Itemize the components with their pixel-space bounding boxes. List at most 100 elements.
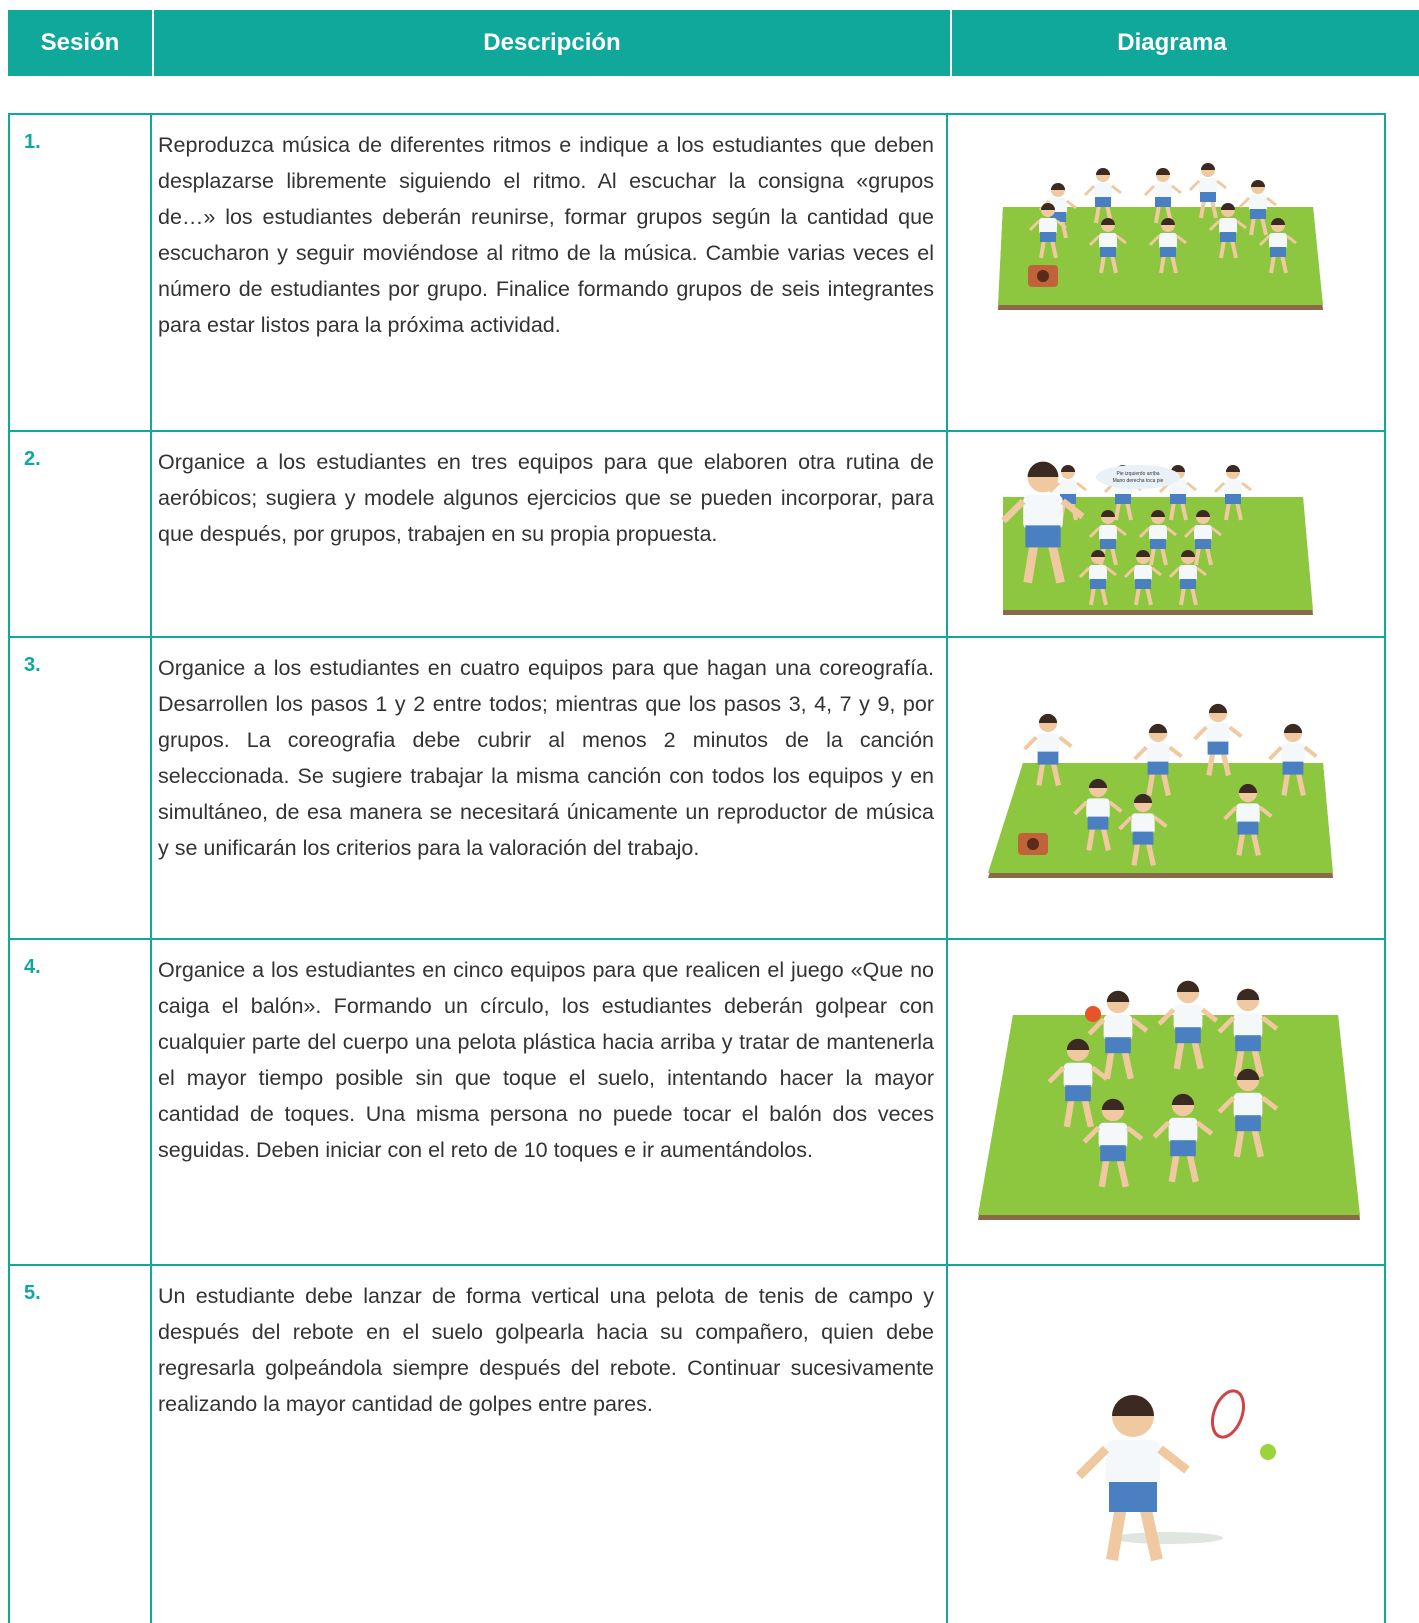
table-row: 1. Reproduzca música de diferentes ritmos… bbox=[10, 113, 1384, 430]
shape bbox=[1098, 1122, 1128, 1149]
shape bbox=[1210, 199, 1218, 219]
field bbox=[1003, 497, 1313, 610]
shape bbox=[1169, 480, 1187, 496]
shape bbox=[1228, 725, 1243, 738]
shape bbox=[1170, 254, 1178, 274]
description-cell: Organice a los estudiantes en cuatro equ… bbox=[152, 638, 948, 938]
shape bbox=[1271, 218, 1285, 225]
shape bbox=[1088, 234, 1101, 247]
shape bbox=[1146, 743, 1170, 765]
shape bbox=[1066, 199, 1077, 210]
table-row: 4. Organice a los estudiantes en cinco eq… bbox=[10, 938, 1384, 1264]
description-cell: Organice a los estudiantes en cinco equi… bbox=[152, 940, 948, 1264]
shape bbox=[1098, 1157, 1110, 1188]
shape bbox=[1065, 1085, 1091, 1102]
shape bbox=[1023, 542, 1039, 584]
diagram-cell bbox=[948, 638, 1384, 938]
shape bbox=[1233, 1012, 1263, 1039]
shape bbox=[1027, 461, 1059, 477]
shape bbox=[1047, 542, 1065, 584]
shape bbox=[1076, 481, 1087, 492]
shape bbox=[1100, 586, 1108, 606]
shape bbox=[1131, 813, 1155, 835]
shape bbox=[1161, 218, 1175, 225]
shape bbox=[1112, 1395, 1154, 1416]
shape bbox=[1131, 841, 1141, 866]
shape bbox=[1238, 196, 1251, 209]
shadow bbox=[1113, 1532, 1223, 1544]
shape bbox=[1148, 234, 1161, 247]
shape bbox=[1116, 234, 1127, 245]
shape bbox=[1251, 1127, 1264, 1158]
shape bbox=[1001, 498, 1026, 524]
shape bbox=[1121, 1049, 1134, 1080]
shape bbox=[1171, 465, 1185, 472]
shape bbox=[1060, 494, 1076, 504]
shape bbox=[1236, 831, 1246, 856]
shape bbox=[1090, 579, 1106, 589]
shape bbox=[1083, 184, 1096, 197]
shape bbox=[1089, 565, 1107, 581]
shape bbox=[1094, 204, 1101, 224]
shape bbox=[1051, 183, 1065, 190]
shape bbox=[1100, 1145, 1126, 1162]
tennis-ball bbox=[1260, 1444, 1276, 1460]
shape bbox=[1180, 579, 1196, 589]
shape bbox=[1191, 1039, 1204, 1070]
shape bbox=[1060, 498, 1085, 520]
shape bbox=[1221, 203, 1235, 210]
shape bbox=[1250, 831, 1261, 856]
shape bbox=[1160, 546, 1168, 566]
description-cell: Organice a los estudiantes en tres equip… bbox=[152, 432, 948, 636]
shape bbox=[1208, 703, 1228, 713]
shape bbox=[1237, 821, 1259, 835]
description-cell: Un estudiante debe lanzar de forma verti… bbox=[152, 1266, 948, 1623]
shape bbox=[1206, 751, 1216, 776]
shape bbox=[1091, 550, 1105, 557]
shape bbox=[1109, 1482, 1157, 1512]
shape bbox=[1073, 800, 1088, 816]
session-cell: 3. bbox=[10, 638, 152, 938]
shape bbox=[1130, 1017, 1149, 1033]
shape bbox=[1095, 197, 1111, 207]
shape bbox=[1153, 815, 1168, 828]
shape bbox=[1101, 510, 1115, 517]
shape bbox=[1171, 1093, 1195, 1105]
shape bbox=[1199, 178, 1217, 194]
shape bbox=[1157, 1445, 1190, 1474]
diagram bbox=[978, 980, 1360, 1220]
shape bbox=[1169, 501, 1176, 521]
shape bbox=[1099, 254, 1106, 274]
shape bbox=[1226, 465, 1240, 472]
shape bbox=[1090, 1065, 1109, 1081]
shape bbox=[1101, 1098, 1125, 1110]
shape bbox=[1118, 815, 1133, 831]
shape bbox=[1115, 494, 1131, 504]
shape bbox=[1086, 826, 1096, 851]
shape bbox=[1036, 761, 1046, 786]
shape bbox=[1114, 501, 1121, 521]
shape bbox=[1219, 218, 1237, 234]
shape bbox=[1058, 735, 1073, 748]
shape bbox=[1103, 1049, 1115, 1080]
shape bbox=[1111, 184, 1122, 195]
header-cell: Sesión bbox=[8, 10, 154, 76]
shape bbox=[1217, 1095, 1236, 1114]
shape bbox=[1106, 566, 1117, 577]
shape bbox=[1116, 1157, 1129, 1188]
shape bbox=[1101, 218, 1115, 225]
shape bbox=[1023, 735, 1038, 751]
shape bbox=[1295, 771, 1306, 796]
shape bbox=[1173, 1039, 1185, 1070]
shape bbox=[1154, 204, 1161, 224]
shape bbox=[1036, 733, 1060, 755]
shape bbox=[1168, 745, 1183, 758]
shape bbox=[1233, 1047, 1245, 1078]
shape bbox=[1260, 1015, 1279, 1031]
shape bbox=[1236, 1068, 1260, 1080]
shape bbox=[1123, 566, 1136, 579]
shape bbox=[1166, 526, 1177, 537]
shape bbox=[1106, 1440, 1160, 1488]
shape bbox=[1250, 209, 1266, 219]
